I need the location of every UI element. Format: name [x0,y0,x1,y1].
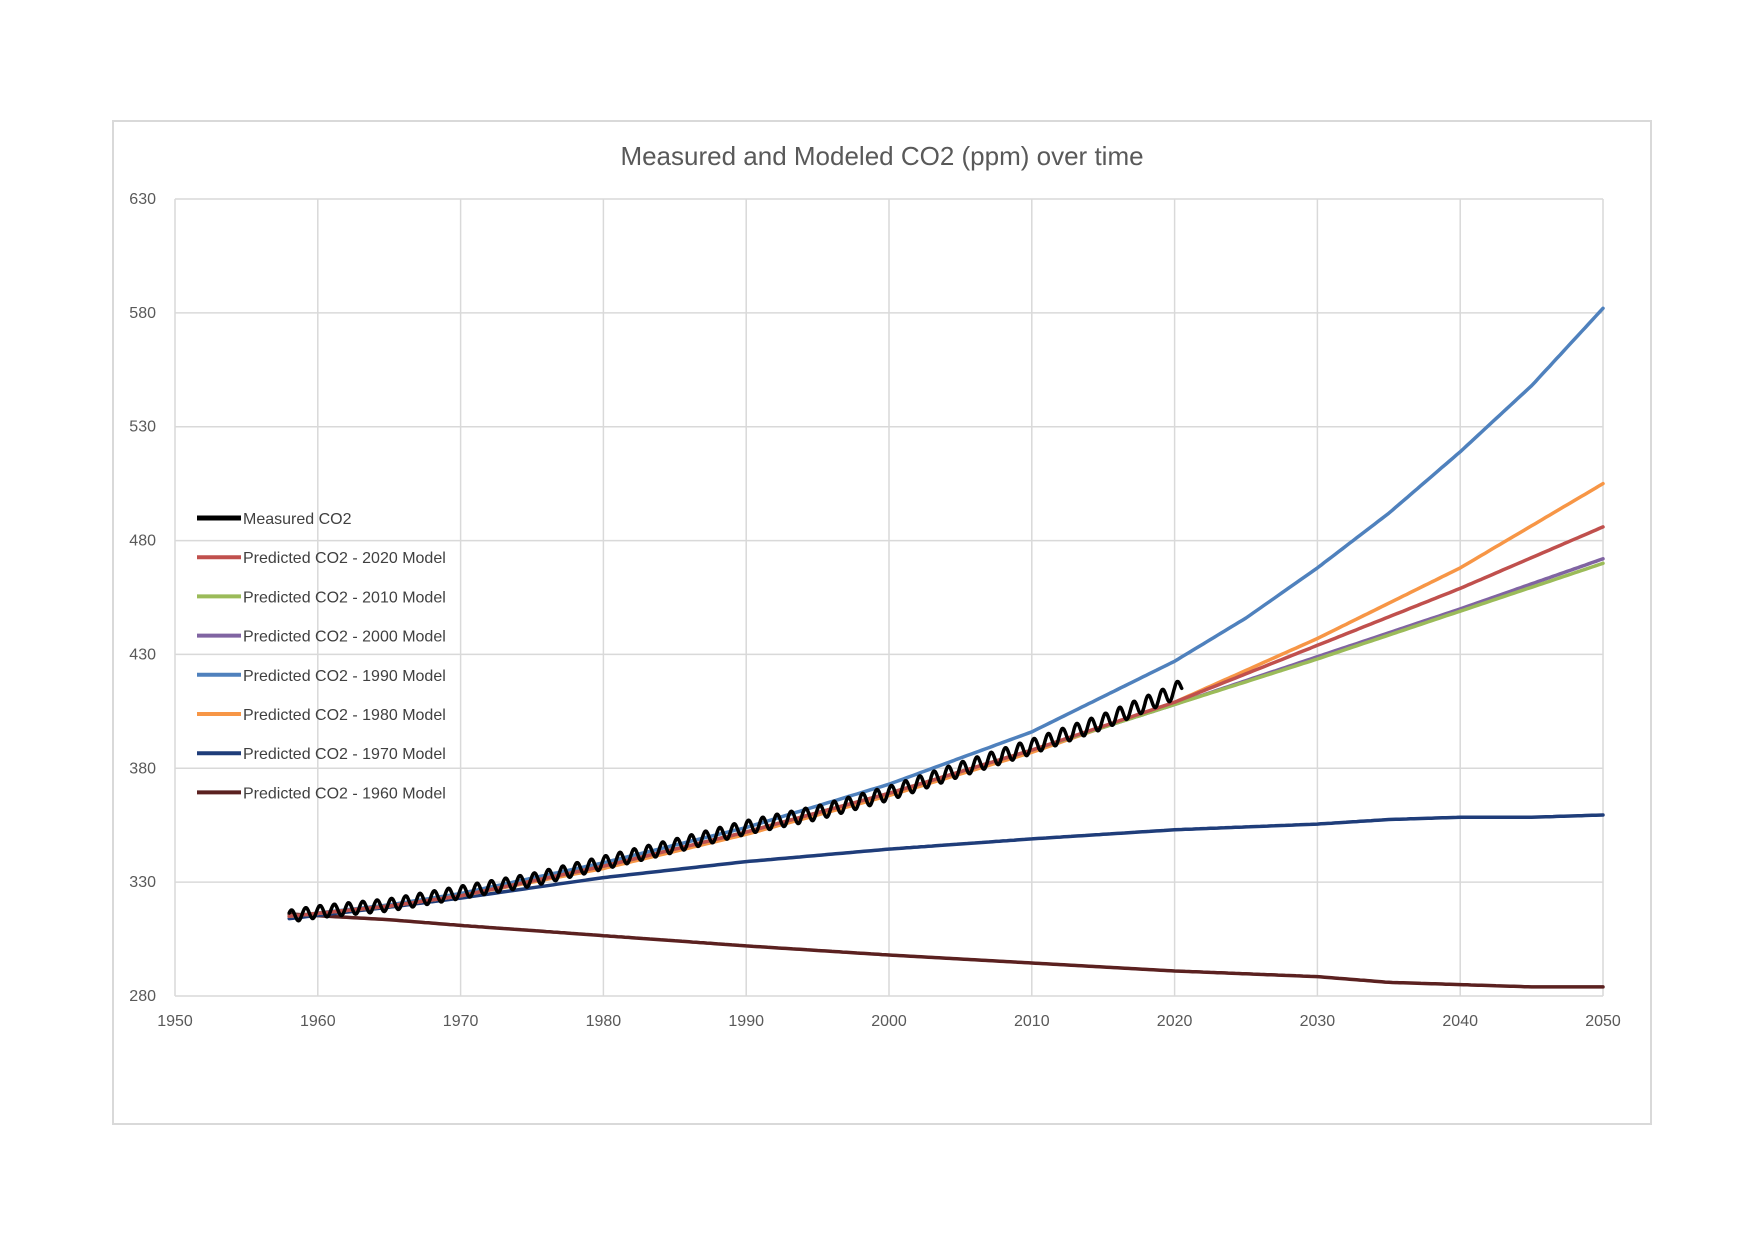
chart-area-border [112,120,1652,1125]
x-tick-label: 2020 [1157,1013,1193,1030]
y-tick-label: 530 [129,419,156,436]
chart-title: Measured and Modeled CO2 (ppm) over time [620,141,1143,171]
series-line-7 [287,912,1605,989]
legend: Measured CO2 Predicted CO2 - 2020 Model Pr… [197,511,446,802]
y-tick-label: 330 [129,874,156,891]
series-line-6 [287,813,1605,921]
y-tick-label: 580 [129,305,156,322]
y-tick-label: 480 [129,533,156,550]
x-tick-label: 2010 [1014,1013,1050,1030]
x-tick-label: 2040 [1442,1013,1478,1030]
x-tick-label: 2030 [1300,1013,1336,1030]
y-tick-label: 280 [129,988,156,1005]
x-tick-label: 1990 [728,1013,764,1030]
legend-label-2: Predicted CO2 - 2010 Model [243,589,446,606]
y-tick-label: 430 [129,646,156,663]
legend-label-5: Predicted CO2 - 1980 Model [243,707,446,724]
x-tick-label: 1970 [443,1013,479,1030]
axis-labels: 280 330 380 430 480 530 580 630 1950 1960 1970 1980… [129,191,1621,1030]
legend-label-0: Measured CO2 [243,511,352,528]
legend-label-6: Predicted CO2 - 1970 Model [243,746,446,763]
legend-label-3: Predicted CO2 - 2000 Model [243,629,446,646]
x-tick-label: 2000 [871,1013,907,1030]
gridlines [174,198,1604,997]
x-tick-label: 1980 [586,1013,622,1030]
legend-label-4: Predicted CO2 - 1990 Model [243,668,446,685]
legend-label-7: Predicted CO2 - 1960 Model [243,785,446,802]
x-tick-label: 2050 [1585,1013,1621,1030]
plot-series [287,306,1605,989]
x-tick-label: 1950 [157,1013,193,1030]
y-tick-label: 630 [129,191,156,208]
series-line-0 [287,679,1184,923]
y-tick-label: 380 [129,760,156,777]
legend-label-1: Predicted CO2 - 2020 Model [243,550,446,567]
x-tick-label: 1960 [300,1013,336,1030]
